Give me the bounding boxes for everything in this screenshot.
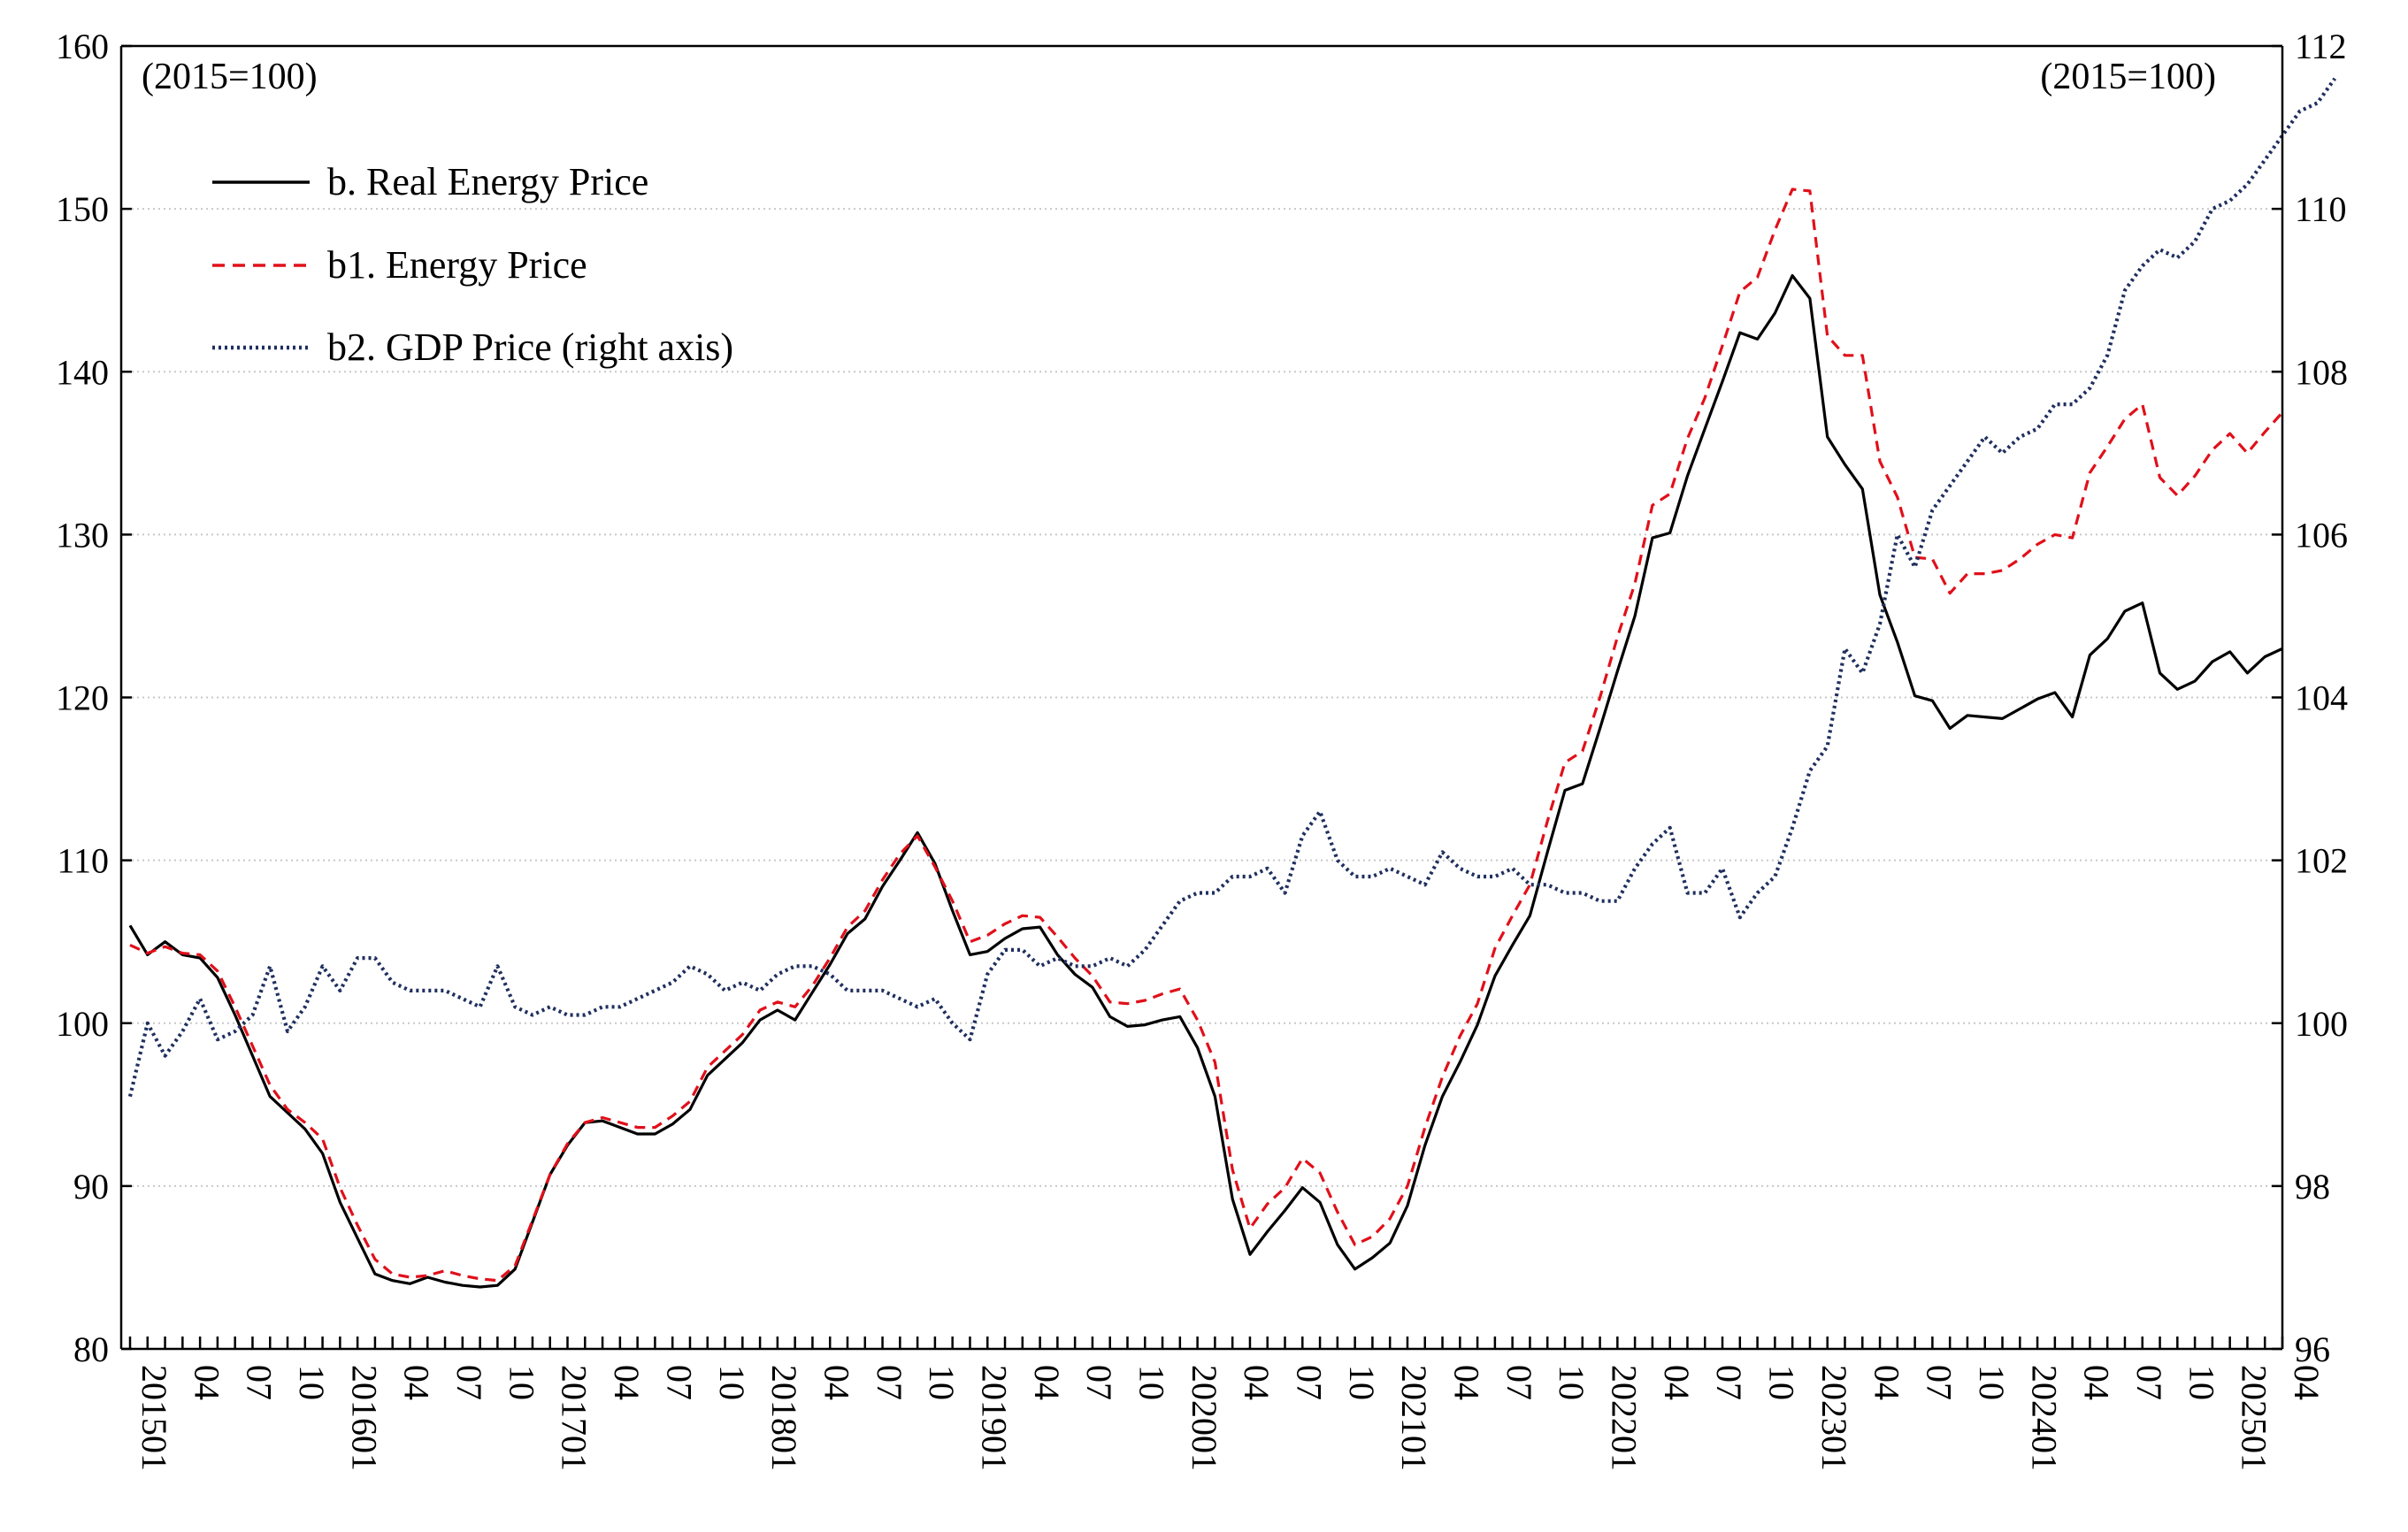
x-tick-label: 07 [449,1365,489,1400]
x-tick-label: 04 [187,1365,226,1400]
x-tick-label: 04 [1237,1365,1277,1400]
left-y-tick-label: 90 [73,1167,109,1206]
right-y-tick-label: 104 [2295,678,2348,718]
x-tick-label: 10 [1131,1365,1171,1400]
x-tick-label: 201901 [974,1365,1014,1471]
legend: b. Real Energy Price b1. Energy Price b2… [212,160,733,369]
x-tick-label: 201601 [344,1365,384,1471]
axes [119,44,2284,1351]
right-axis-base-label: (2015=100) [2040,57,2216,97]
x-tick-label: 10 [292,1365,332,1400]
x-tick-label: 07 [659,1365,699,1400]
series-line-b2-gdp-price-right-axis [127,77,2337,1098]
x-tick-label: 04 [607,1365,647,1400]
right-y-tick-label: 102 [2295,841,2348,881]
x-tick-label: 202101 [1394,1365,1434,1471]
x-tick-label: 07 [1499,1365,1539,1400]
x-tick-label: 04 [817,1365,856,1400]
x-tick-label: 07 [1920,1365,1959,1400]
x-tick-label: 07 [2129,1365,2169,1400]
series-line-b-real-energy-price [128,274,2283,1289]
x-tick-label: 10 [922,1365,962,1400]
legend-label-energy-price: b1. Energy Price [327,243,587,287]
right-y-tick-label: 110 [2295,189,2347,229]
x-tick-label: 04 [1657,1365,1697,1400]
left-y-tick-label: 110 [57,841,109,881]
x-tick-label: 04 [1447,1365,1487,1400]
x-tick-label: 10 [712,1365,752,1400]
x-tick-label: 202301 [1814,1365,1854,1471]
x-tick-label: 201501 [134,1365,174,1471]
x-tick-label: 07 [870,1365,909,1400]
left-y-tick-label: 100 [56,1004,109,1044]
x-tick-label: 10 [502,1365,541,1400]
left-y-tick-label: 150 [56,189,109,229]
x-tick-label: 04 [2077,1365,2117,1400]
x-tick-label: 10 [1342,1365,1382,1400]
x-tick-label: 202001 [1185,1365,1224,1471]
x-tick-label: 202201 [1605,1365,1645,1471]
x-tick-label: 04 [2287,1365,2327,1400]
right-y-tick-label: 112 [2295,27,2347,66]
left-y-tick-label: 120 [56,678,109,718]
right-y-tick-label: 106 [2295,515,2348,555]
x-tick-label: 07 [240,1365,280,1400]
right-y-tick-label: 108 [2295,352,2348,392]
x-tick-label: 201701 [555,1365,594,1471]
x-tick-label: 10 [1552,1365,1591,1400]
x-tick-label: 202401 [2024,1365,2064,1471]
x-tick-label: 07 [1290,1365,1330,1400]
left-y-tick-label: 80 [73,1329,109,1369]
right-y-tick-label: 100 [2295,1004,2348,1044]
right-y-tick-label: 98 [2295,1167,2330,1206]
tick-labels: 80 90 100 110 120 130 140 150 160 96 98 100 102 104 10… [56,27,2348,1471]
series-line-b1-energy-price [129,188,2284,1283]
x-tick-label: 201801 [764,1365,804,1471]
x-tick-label: 202501 [2235,1365,2274,1471]
x-tick-label: 04 [1027,1365,1067,1400]
x-tick-label: 04 [1867,1365,1906,1400]
legend-label-real-energy-price: b. Real Energy Price [327,160,648,203]
right-y-tick-label: 96 [2295,1329,2330,1369]
x-tick-label: 07 [1709,1365,1749,1400]
x-tick-label: 04 [397,1365,437,1400]
legend-label-gdp-price: b2. GDP Price (right axis) [327,326,733,369]
left-y-tick-label: 160 [56,27,109,66]
x-tick-label: 10 [2182,1365,2221,1400]
x-tick-label: 10 [1762,1365,1802,1400]
left-y-tick-label: 140 [56,352,109,392]
x-tick-label: 10 [1972,1365,2012,1400]
x-tick-label: 07 [1079,1365,1119,1400]
series-lines [127,77,2337,1289]
left-y-tick-label: 130 [56,515,109,555]
left-axis-base-label: (2015=100) [142,57,318,97]
